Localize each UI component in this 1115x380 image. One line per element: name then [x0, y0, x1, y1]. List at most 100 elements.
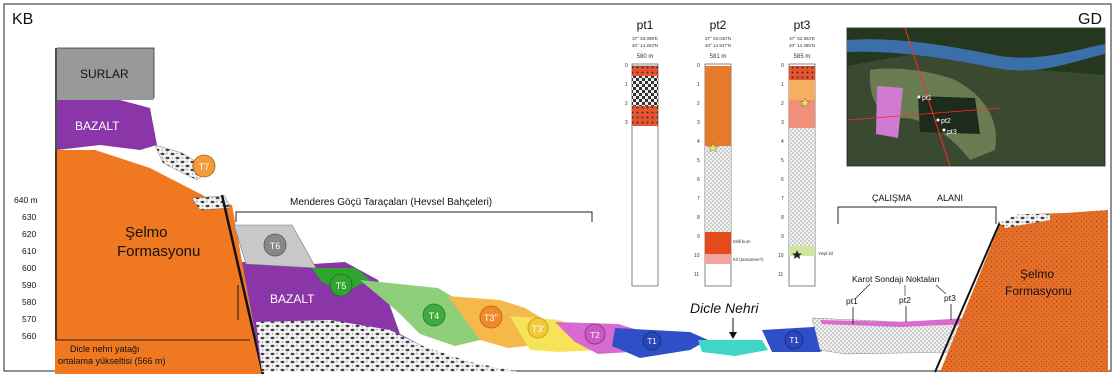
left-block-topline [57, 47, 155, 98]
surlar-label: SURLAR [80, 67, 129, 81]
depth-tick-pt2: 10 [694, 253, 700, 259]
log-lon-pt2: 40° 14.547'N [705, 43, 731, 48]
study-area-label-1: ÇALIŞMA [872, 193, 912, 203]
corner-label-right: GD [1078, 11, 1102, 28]
elev-tick: 630 [22, 212, 36, 222]
selmo-label-left-1: Şelmo [125, 224, 168, 241]
elevation-caption-1: Dicle nehri yatağı [70, 344, 140, 354]
elev-tick: 590 [22, 280, 36, 290]
terraces-bracket [235, 211, 593, 222]
corner-label-left: KB [12, 11, 33, 28]
log-marker-star-pt3-a [799, 97, 811, 108]
log-marker-star-pt3-b [792, 250, 802, 259]
core-point-label-pt2: pt2 [899, 295, 911, 305]
satellite-map-inset: pt1 pt2 pt3 [846, 27, 1106, 167]
core-log-pt2: pt2 37° 53.040'N 40° 14.547'N 581 m Mill… [704, 18, 764, 287]
terrace-marker-t6 [263, 233, 287, 257]
log-title-pt2: pt2 [710, 18, 727, 32]
depth-tick-pt3: 9 [781, 234, 784, 240]
log-marker-star-pt2 [707, 142, 719, 153]
elev-tick: 560 [22, 331, 36, 341]
bazalt-label-center: BAZALT [270, 292, 315, 306]
terrace-marker-t1-left [642, 331, 662, 351]
selmo-label-right-2: Formasyonu [1005, 284, 1072, 298]
depth-tick-pt3: 8 [781, 215, 784, 221]
cores-label-pointer-1 [855, 283, 871, 299]
elevation-axis: 640 m 630 620 610 600 590 580 570 560 [14, 195, 38, 341]
selmo-label-right-1: Şelmo [1020, 267, 1054, 281]
terraces-bracket-label: Menderes Göçü Taraçaları (Hevsel Bahçele… [290, 197, 492, 208]
map-label-pt2: pt2 [941, 118, 951, 125]
right-pink-top [820, 318, 968, 327]
elev-tick: 580 [22, 297, 36, 307]
depth-tick-pt3: 1 [781, 82, 784, 88]
right-selmo-formation [940, 210, 1108, 372]
depth-tick-pt2: 2 [697, 101, 700, 107]
center-gravel-base [256, 320, 520, 372]
terrace-label-t4: T4 [429, 311, 440, 321]
depth-tick-pt2: 5 [697, 158, 700, 164]
depth-tick-pt1: 0 [625, 63, 628, 69]
map-label-pt3: pt3 [947, 129, 957, 136]
terrace-label-t5: T5 [336, 281, 347, 291]
bazalt-label-left: BAZALT [75, 119, 120, 133]
terrace-marker-t5 [329, 273, 353, 297]
depth-tick-pt2: 4 [697, 139, 700, 145]
core-point-label-pt3: pt3 [944, 293, 956, 303]
depth-tick-pt3: 5 [781, 158, 784, 164]
terrace-marker-t7 [192, 154, 216, 178]
left-gravel-patch [191, 195, 231, 211]
map-label-pt1: pt1 [922, 95, 932, 102]
terrace-marker-t1-right [784, 330, 804, 350]
depth-tick-pt2: 1 [697, 82, 700, 88]
elevation-caption-2: ortalama yükseltisi (566 m) [58, 356, 166, 366]
depth-tick-pt2: 0 [697, 63, 700, 69]
depth-tick-pt3: 3 [781, 120, 784, 126]
core-log-pt1: pt1 37° 53.098'E 40° 14.263'N 580 m [631, 18, 659, 287]
terrace-label-t1-right: T1 [789, 336, 799, 345]
terrace-label-t6: T6 [270, 241, 281, 251]
cores-label-pointer-3 [935, 284, 947, 295]
cores-label: Karot Sondajı Noktaları [852, 274, 940, 284]
log-depth-ticks: 0 1 2 3 0 1 2 3 4 5 6 7 8 9 10 11 0 1 2 … [625, 63, 784, 278]
selmo-label-left-2: Formasyonu [117, 243, 200, 260]
elev-tick: 610 [22, 246, 36, 256]
log-annotation-pt2-a: Milli kum [733, 239, 751, 244]
elev-tick: 640 m [14, 195, 38, 205]
depth-tick-pt2: 8 [697, 215, 700, 221]
log-elev-pt2: 581 m [710, 54, 727, 60]
depth-tick-pt1: 1 [625, 82, 628, 88]
log-lat-pt2: 37° 53.040'N [705, 36, 731, 41]
depth-tick-pt3: 4 [781, 139, 784, 145]
left-bazalt-unit [57, 98, 157, 150]
river-arrow-head [729, 332, 737, 339]
depth-tick-pt2: 9 [697, 234, 700, 240]
left-fault [220, 194, 265, 375]
elev-tick: 600 [22, 263, 36, 273]
log-lat-pt3: 37° 52.984'E [789, 36, 815, 41]
terrace-marker-t2 [584, 323, 606, 345]
depth-tick-pt2: 6 [697, 177, 700, 183]
log-lon-pt1: 40° 14.263'N [632, 43, 658, 48]
depth-tick-pt2: 7 [697, 196, 700, 202]
study-area-bracket [837, 206, 997, 224]
left-surlar-unit [57, 48, 154, 100]
log-elev-pt1: 580 m [637, 54, 654, 60]
depth-tick-pt3: 11 [778, 272, 783, 278]
depth-tick-pt1: 2 [625, 101, 628, 107]
river-label: Dicle Nehri [690, 300, 759, 316]
depth-tick-pt2: 3 [697, 120, 700, 126]
elev-tick: 570 [22, 314, 36, 324]
right-gravel-cap [998, 214, 1050, 228]
terrace-label-t3pp: T3'' [484, 313, 498, 323]
log-annotation-pt3-a: Yeşil kil [818, 251, 833, 256]
river-channel [698, 340, 768, 356]
log-elev-pt3: 585 m [794, 54, 811, 60]
right-fault [934, 221, 1001, 373]
terrace-marker-t3p [527, 317, 549, 339]
depth-tick-pt1: 3 [625, 120, 628, 126]
terrace-label-t1-left: T1 [647, 337, 657, 346]
depth-tick-pt2: 11 [694, 272, 699, 278]
elev-tick: 620 [22, 229, 36, 239]
